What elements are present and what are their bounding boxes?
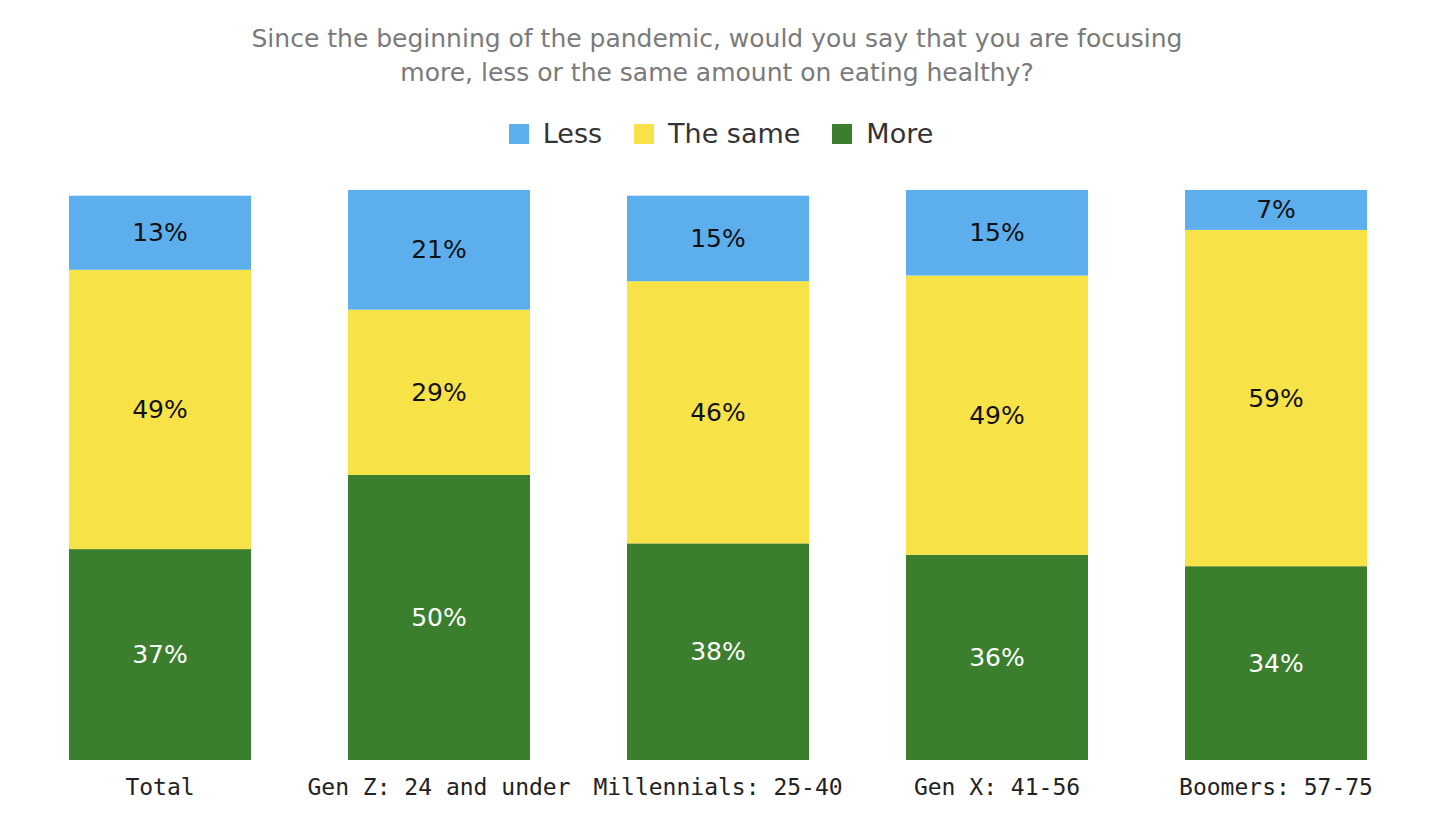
data-label: 38% <box>690 637 746 666</box>
legend-label: More <box>866 118 933 149</box>
bar-segment <box>906 555 1088 760</box>
legend-swatch <box>832 124 852 144</box>
category-label: Gen X: 41-56 <box>914 774 1080 800</box>
data-label: 46% <box>690 398 746 427</box>
legend-label: Less <box>543 118 602 149</box>
data-label: 7% <box>1256 195 1296 224</box>
category-label: Gen Z: 24 and under <box>307 774 570 800</box>
data-label: 13% <box>132 218 188 247</box>
legend-item: More <box>832 118 933 149</box>
legend-item: Less <box>509 118 602 149</box>
data-label: 49% <box>969 401 1025 430</box>
bar-segment <box>906 190 1088 276</box>
data-label: 36% <box>969 643 1025 672</box>
data-label: 37% <box>132 640 188 669</box>
bar-segment <box>1185 230 1367 566</box>
chart: 37% 49% 13% 50% 29% 21% 38% 46% 15% 36% 49% 15% 34% 5… <box>0 0 1442 820</box>
legend-item: The same <box>634 118 800 149</box>
category-label: Millennials: 25-40 <box>593 774 842 800</box>
bar-segment <box>1185 566 1367 760</box>
bars <box>69 190 1367 760</box>
bar-segment <box>906 276 1088 555</box>
bar-segment <box>69 270 251 549</box>
bar-segment <box>348 310 530 475</box>
category-label: Boomers: 57-75 <box>1179 774 1373 800</box>
legend-label: The same <box>668 118 800 149</box>
data-label: 29% <box>411 378 467 407</box>
x-axis-labels: Total Gen Z: 24 and under Millennials: 25-… <box>125 774 1373 800</box>
bar-segment <box>627 281 809 543</box>
bar-segment <box>627 196 809 282</box>
bar-segment <box>1185 190 1367 230</box>
legend: Less The same More <box>0 118 1442 149</box>
bar-segment <box>348 475 530 760</box>
bar-segment <box>627 543 809 760</box>
data-label: 49% <box>132 395 188 424</box>
category-label: Total <box>125 774 194 800</box>
data-label: 34% <box>1248 649 1304 678</box>
bar-segment <box>69 196 251 270</box>
bar-segment <box>69 549 251 760</box>
legend-swatch <box>634 124 654 144</box>
bar-segment <box>348 190 530 310</box>
data-label: 15% <box>969 218 1025 247</box>
legend-swatch <box>509 124 529 144</box>
data-label: 21% <box>411 235 467 264</box>
data-labels: 37% 49% 13% 50% 29% 21% 38% 46% 15% 36% 49% 15% 34% 5… <box>132 195 1304 677</box>
data-label: 15% <box>690 224 746 253</box>
data-label: 59% <box>1248 384 1304 413</box>
data-label: 50% <box>411 603 467 632</box>
title: Since the beginning of the pandemic, wou… <box>237 22 1197 90</box>
